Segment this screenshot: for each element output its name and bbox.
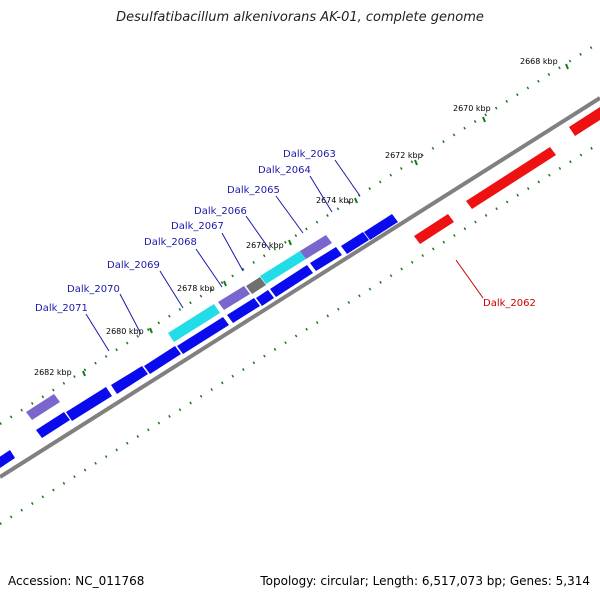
major-tick [414, 159, 418, 166]
forward-gene[interactable] [270, 265, 313, 297]
tick-label-2672: 2672 kbp [385, 151, 423, 160]
forward-gene[interactable] [0, 450, 15, 470]
forward-gene[interactable] [144, 346, 181, 374]
forward-gene[interactable] [310, 247, 342, 271]
gene-label-dalk-2063[interactable]: Dalk_2063 [283, 149, 336, 160]
highlighted-gene[interactable] [246, 277, 266, 294]
forward-gene[interactable] [111, 366, 148, 394]
label-leader [245, 215, 271, 251]
label-leader [195, 248, 223, 288]
major-tick [482, 116, 486, 123]
major-tick [223, 280, 227, 287]
forward-gene[interactable] [177, 317, 229, 354]
map-title: Desulfatibacillum alkenivorans AK-01, co… [116, 10, 484, 25]
forward-gene[interactable] [341, 232, 369, 254]
gene-label-dalk-2068[interactable]: Dalk_2068 [144, 237, 197, 248]
label-leader [85, 313, 110, 352]
tick-label-2678: 2678 kbp [177, 284, 215, 293]
highlighted-gene[interactable] [218, 286, 250, 310]
label-leader [221, 232, 244, 272]
forward-gene[interactable] [256, 290, 274, 306]
highlighted-gene[interactable] [168, 304, 220, 342]
forward-gene[interactable] [227, 298, 260, 323]
gene-label-dalk-2067[interactable]: Dalk_2067 [171, 221, 224, 232]
genome-summary-text: Topology: circular; Length: 6,517,073 bp… [260, 574, 590, 588]
major-tick [288, 239, 292, 246]
genome-backbone [0, 96, 600, 479]
inner-tick-ring [0, 141, 600, 526]
major-tick [565, 63, 569, 70]
forward-gene[interactable] [364, 214, 398, 240]
major-tick [149, 327, 153, 334]
tick-label-2682: 2682 kbp [34, 368, 72, 377]
gene-label-dalk-2071[interactable]: Dalk_2071 [35, 303, 88, 314]
tick-label-2676: 2676 kbp [246, 241, 284, 250]
reverse-gene[interactable] [414, 214, 454, 244]
highlighted-gene[interactable] [300, 235, 332, 259]
gene-label-dalk-2062[interactable]: Dalk_2062 [483, 298, 536, 309]
highlighted-gene[interactable] [26, 394, 60, 420]
gene-label-dalk-2064[interactable]: Dalk_2064 [258, 165, 311, 176]
major-tick [354, 197, 358, 204]
outer-tick-ring [0, 40, 600, 426]
tick-label-2680: 2680 kbp [106, 327, 144, 336]
gene-label-dalk-2066[interactable]: Dalk_2066 [194, 206, 247, 217]
reverse-gene[interactable] [569, 107, 600, 136]
label-leader [309, 175, 333, 213]
tick-label-2668: 2668 kbp [520, 57, 558, 66]
forward-gene[interactable] [66, 387, 112, 421]
gene-label-dalk-2070[interactable]: Dalk_2070 [67, 284, 120, 295]
major-tick [82, 370, 86, 377]
highlighted-gene[interactable] [260, 251, 306, 284]
label-leader [119, 293, 142, 335]
label-leader [159, 270, 184, 309]
label-leader [334, 159, 361, 197]
forward-gene[interactable] [36, 412, 70, 438]
reverse-gene[interactable] [466, 147, 556, 209]
accession-text: Accession: NC_011768 [8, 574, 145, 588]
tick-label-2674: 2674 kbp [316, 196, 354, 205]
label-leader [275, 195, 304, 234]
gene-label-dalk-2069[interactable]: Dalk_2069 [107, 260, 160, 271]
tick-label-2670: 2670 kbp [453, 104, 491, 113]
gene-label-dalk-2065[interactable]: Dalk_2065 [227, 185, 280, 196]
label-leader-reverse [455, 259, 484, 299]
